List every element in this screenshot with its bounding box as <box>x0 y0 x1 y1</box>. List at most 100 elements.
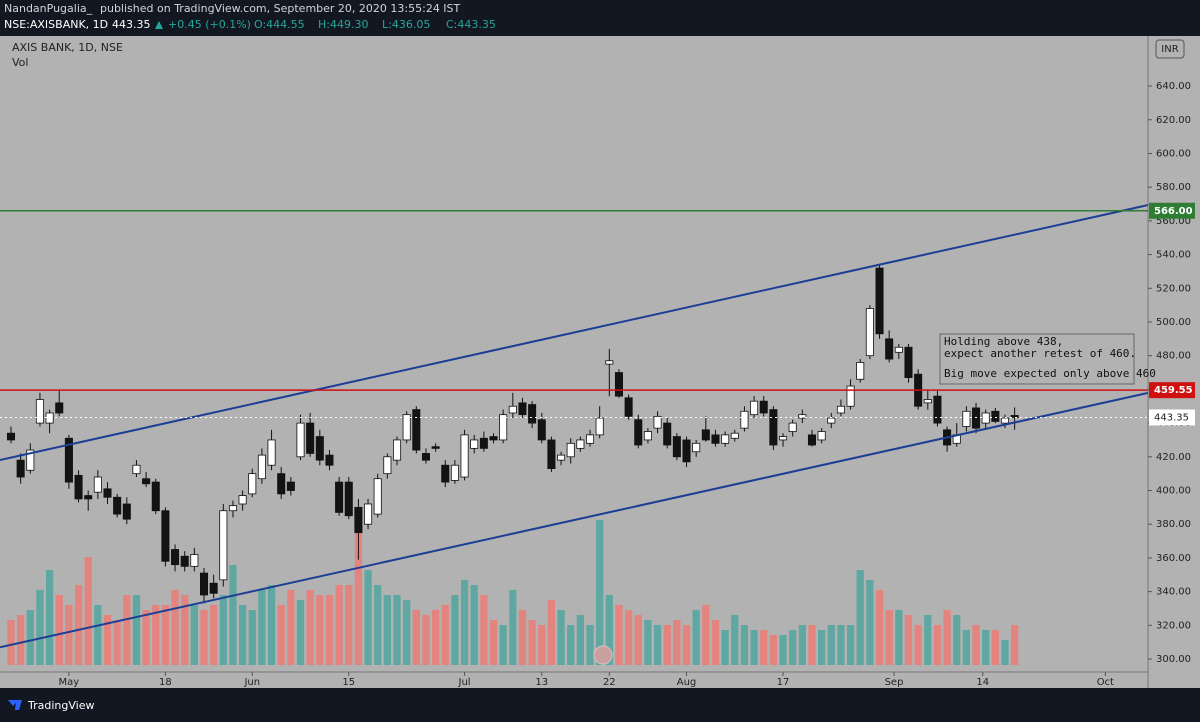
candle-body <box>769 409 778 446</box>
candle-body <box>325 454 334 466</box>
x-tick-label: 22 <box>603 677 616 688</box>
candle-body <box>267 439 276 466</box>
volume-bar <box>55 595 63 665</box>
candle-body <box>132 464 141 475</box>
currency-badge <box>1155 39 1185 59</box>
candle-body <box>199 572 209 596</box>
candle-body <box>972 407 981 429</box>
volume-bar <box>634 615 642 665</box>
candle-body <box>84 495 93 500</box>
volume-bar <box>827 625 835 665</box>
candle-body <box>277 473 286 495</box>
volume-bar <box>45 570 54 665</box>
candle-body <box>721 434 730 444</box>
x-tick-label: 15 <box>342 677 355 688</box>
candle-body <box>161 510 170 562</box>
candle-body <box>431 446 440 449</box>
footer-bar <box>0 688 1200 722</box>
last-price-label: 443.35 <box>1154 412 1189 423</box>
volume-bar <box>991 630 999 665</box>
volume-bar <box>383 595 391 665</box>
volume-bar <box>837 625 845 665</box>
volume-bar <box>953 615 961 665</box>
x-tick-label: Jun <box>243 677 260 688</box>
volume-bar <box>547 600 556 665</box>
x-tick-label: 17 <box>777 677 790 688</box>
volume-bar <box>644 620 652 665</box>
volume-bar <box>480 595 488 665</box>
symbol: NSE:AXISBANK, 1D <box>4 18 108 31</box>
x-tick-label: May <box>59 677 80 688</box>
x-tick-label: 18 <box>159 677 172 688</box>
candle-body <box>759 400 768 414</box>
candle-body <box>586 434 595 444</box>
candle-body <box>228 505 237 512</box>
volume-bar <box>132 595 141 665</box>
x-tick-label: Oct <box>1097 677 1114 688</box>
y-tick-label: 520.00 <box>1156 283 1191 294</box>
candle-body <box>933 395 942 424</box>
volume-bar <box>499 625 507 665</box>
volume-bar <box>219 595 227 665</box>
candle-body <box>817 431 826 441</box>
volume-bar <box>123 595 131 665</box>
candle-body <box>836 405 845 414</box>
header-bar <box>0 0 1200 36</box>
candle-body <box>306 422 315 454</box>
candle-body <box>750 400 759 416</box>
price-badge-label: 566.00 <box>1154 206 1193 217</box>
volume-bar <box>287 590 295 665</box>
publisher: NandanPugalia_ <box>4 2 93 15</box>
y-tick-label: 400.00 <box>1156 486 1191 497</box>
candle-body <box>64 437 73 483</box>
volume-bar <box>702 605 710 665</box>
volume-bar <box>200 610 208 665</box>
candle-body <box>595 417 604 436</box>
candle-body <box>730 432 739 439</box>
y-tick-label: 340.00 <box>1156 587 1191 598</box>
candle-body <box>1000 417 1010 424</box>
y-tick-label: 620.00 <box>1156 115 1191 126</box>
low: L:436.05 <box>382 18 430 31</box>
volume-bar <box>779 635 787 665</box>
change: +0.45 (+0.1%) <box>168 18 251 31</box>
y-tick-label: 640.00 <box>1156 81 1191 92</box>
volume-bar <box>17 615 25 665</box>
annotation-text: Holding above 438, <box>944 335 1063 348</box>
volume-bar <box>653 625 662 665</box>
y-tick-label: 500.00 <box>1156 317 1191 328</box>
volume-bar <box>181 595 189 665</box>
candle-body <box>55 402 64 414</box>
candle-body <box>566 442 575 458</box>
tv-logo <box>8 700 22 710</box>
volume-bar <box>586 625 594 665</box>
volume-bar <box>866 580 874 665</box>
candle-body <box>460 434 469 478</box>
volume-bar <box>335 585 343 665</box>
volume-bar <box>103 615 112 665</box>
candle-body <box>576 439 585 449</box>
volume-bar <box>692 610 700 665</box>
volume-bar <box>113 620 121 665</box>
volume-bar <box>904 615 913 665</box>
brand: TradingView <box>27 699 94 712</box>
candle-body <box>827 417 836 424</box>
volume-bar <box>152 605 160 665</box>
x-tick-label: Aug <box>677 677 697 688</box>
volume-bar <box>962 630 971 665</box>
candle-body <box>441 464 450 483</box>
volume-bar <box>306 590 314 665</box>
volume-bar <box>576 615 584 665</box>
candle-body <box>190 554 199 567</box>
volume-bar <box>798 625 806 665</box>
volume-bar <box>451 595 459 665</box>
volume-bar <box>509 590 517 665</box>
volume-bar <box>422 615 430 665</box>
candle-body <box>392 439 402 461</box>
candle-body <box>286 481 295 491</box>
candle-body <box>643 431 652 441</box>
candle-body <box>614 372 623 397</box>
volume-bar <box>895 610 903 665</box>
volume-bar <box>325 595 334 665</box>
plot-area <box>0 204 1148 665</box>
